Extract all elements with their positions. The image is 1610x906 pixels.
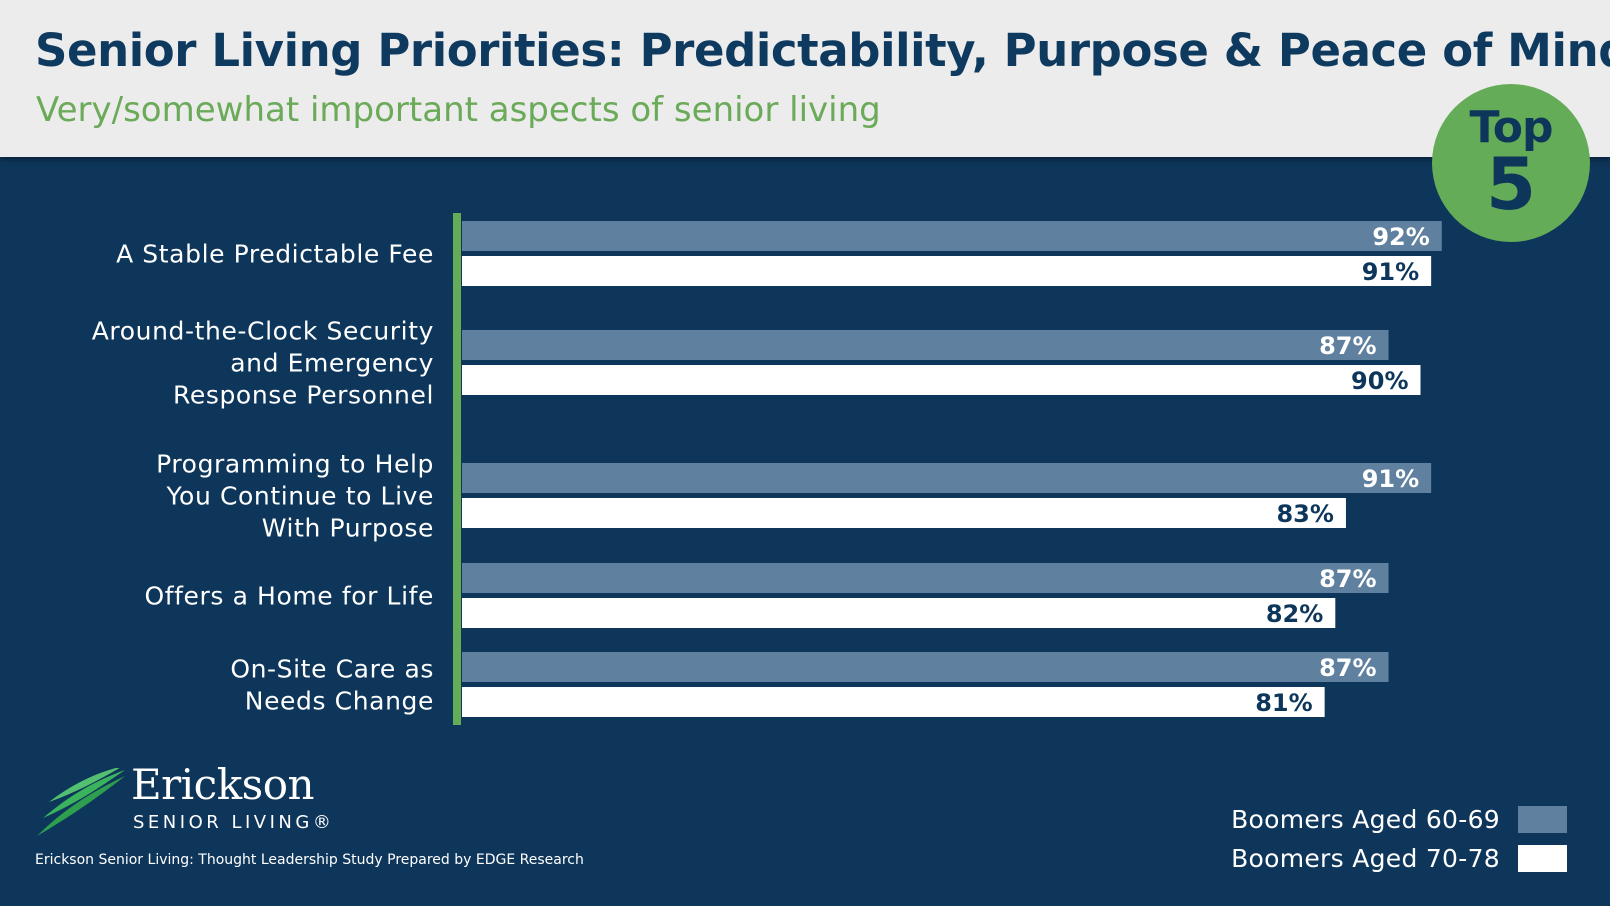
bar-1-3 xyxy=(462,463,1432,493)
bar-2-1 xyxy=(462,256,1432,286)
bar-1-5 xyxy=(462,652,1389,682)
category-axis-line xyxy=(453,213,461,725)
top-five-badge: Top 5 xyxy=(1432,84,1590,242)
bar-2-5 xyxy=(462,687,1325,717)
data-label-2-2: 90% xyxy=(1351,367,1408,395)
data-label-2-4: 82% xyxy=(1266,600,1323,628)
badge-line-top: Top xyxy=(1469,102,1554,153)
bar-1-1 xyxy=(462,221,1442,251)
source-note: Erickson Senior Living: Thought Leadersh… xyxy=(35,852,584,868)
bar-1-2 xyxy=(462,330,1389,360)
badge-line-five: 5 xyxy=(1485,142,1537,226)
category-label-2: Around-the-Clock Security and Emergency Re… xyxy=(92,317,434,410)
legend: Boomers Aged 60-69 Boomers Aged 70-78 xyxy=(1231,804,1567,882)
data-label-1-3: 91% xyxy=(1362,465,1419,493)
category-label-3: Programming to Help You Continue to Live W… xyxy=(156,450,434,543)
bar-2-2 xyxy=(462,365,1421,395)
data-label-1-2: 87% xyxy=(1319,332,1376,360)
legend-swatch-60-69 xyxy=(1518,805,1567,833)
bar-2-4 xyxy=(462,598,1336,628)
legend-label-70-78: Boomers Aged 70-78 xyxy=(1231,843,1500,873)
data-label-1-1: 92% xyxy=(1372,223,1429,251)
data-label-2-3: 83% xyxy=(1276,500,1333,528)
category-label-4: Offers a Home for Life xyxy=(144,582,434,611)
data-label-2-1: 91% xyxy=(1362,258,1419,286)
data-label-1-4: 87% xyxy=(1319,565,1376,593)
erickson-logo: Erickson SENIOR LIVING® xyxy=(35,760,355,850)
legend-item-60-69: Boomers Aged 60-69 xyxy=(1231,804,1567,834)
data-label-1-5: 87% xyxy=(1319,654,1376,682)
page-subtitle: Very/somewhat important aspects of senio… xyxy=(36,90,881,130)
legend-label-60-69: Boomers Aged 60-69 xyxy=(1231,804,1500,834)
swoosh-logo-icon xyxy=(37,768,125,836)
category-label-5: On-Site Care as Needs Change xyxy=(230,655,434,716)
logo-wordmark: Erickson xyxy=(131,760,315,809)
legend-swatch-70-78 xyxy=(1518,844,1567,872)
data-label-2-5: 81% xyxy=(1255,689,1312,717)
category-label-1: A Stable Predictable Fee xyxy=(116,240,434,269)
bar-2-3 xyxy=(462,498,1346,528)
header-banner: Senior Living Priorities: Predictability… xyxy=(0,0,1610,157)
legend-item-70-78: Boomers Aged 70-78 xyxy=(1231,843,1567,873)
page-title: Senior Living Priorities: Predictability… xyxy=(35,24,1610,77)
bar-1-4 xyxy=(462,563,1389,593)
logo-subtitle: SENIOR LIVING® xyxy=(133,812,335,833)
